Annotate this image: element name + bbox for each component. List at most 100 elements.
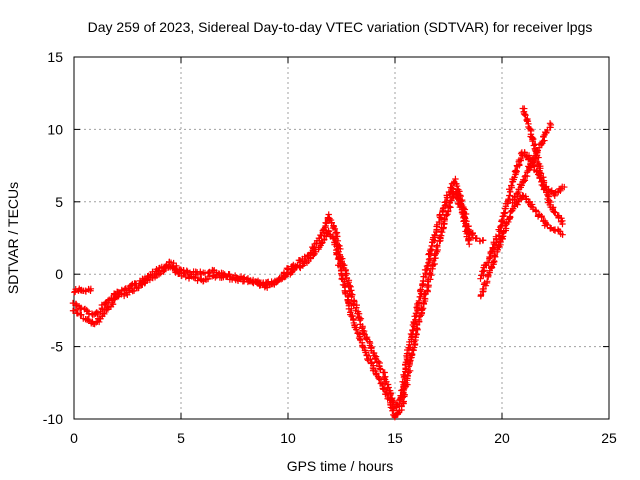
series-track-c xyxy=(477,149,568,282)
data-point xyxy=(499,233,507,240)
data-point xyxy=(473,235,480,242)
data-point xyxy=(541,137,548,144)
data-point xyxy=(413,304,420,311)
y-tick-label: -10 xyxy=(43,411,63,427)
data-point xyxy=(490,240,498,248)
data-point xyxy=(128,282,135,289)
data-point xyxy=(465,237,472,245)
y-axis-label: SDTVAR / TECUs xyxy=(5,182,21,294)
data-point xyxy=(426,269,434,277)
data-point xyxy=(87,285,95,293)
y-tick-label: 5 xyxy=(55,194,63,210)
data-point xyxy=(84,316,92,323)
data-point xyxy=(441,215,449,223)
data-point xyxy=(490,257,498,265)
data-point xyxy=(520,110,528,118)
data-point xyxy=(440,220,447,227)
data-point xyxy=(447,184,455,191)
data-point xyxy=(78,304,85,312)
x-tick-label: 10 xyxy=(280,430,296,446)
data-point xyxy=(477,275,484,282)
data-point xyxy=(183,267,190,274)
y-tick-label: 10 xyxy=(47,121,63,137)
data-point xyxy=(498,234,505,241)
data-point xyxy=(508,182,515,189)
data-point xyxy=(194,277,201,284)
data-point xyxy=(466,240,473,248)
data-point xyxy=(376,376,383,383)
data-point xyxy=(331,225,339,232)
data-point xyxy=(161,265,169,272)
data-point xyxy=(530,142,537,149)
data-point xyxy=(512,167,519,174)
data-point xyxy=(518,182,525,189)
y-tick-label: 15 xyxy=(47,49,63,65)
data-point xyxy=(405,344,412,351)
data-point xyxy=(466,228,473,235)
data-point xyxy=(419,305,427,312)
plot-frame xyxy=(73,56,610,420)
data-point xyxy=(484,271,492,278)
data-points xyxy=(69,105,568,421)
data-point xyxy=(452,175,459,183)
x-tick-label: 0 xyxy=(70,430,78,446)
y-tick-label: -5 xyxy=(51,339,64,355)
data-point xyxy=(542,220,550,228)
data-point xyxy=(69,299,77,307)
data-point xyxy=(282,273,289,280)
data-point xyxy=(463,222,470,230)
data-point xyxy=(480,237,487,244)
data-point xyxy=(412,330,420,337)
data-point xyxy=(406,367,414,375)
data-point xyxy=(71,289,78,296)
data-point xyxy=(320,236,328,244)
y-tick-label: 0 xyxy=(55,266,63,282)
data-point xyxy=(483,278,491,285)
data-point xyxy=(423,262,431,270)
data-point xyxy=(365,352,373,360)
x-tick-label: 15 xyxy=(387,430,403,446)
data-point xyxy=(492,233,500,240)
data-point xyxy=(165,263,173,270)
data-point xyxy=(360,329,367,337)
chart-title: Day 259 of 2023, Sidereal Day-to-day VTE… xyxy=(88,19,593,35)
data-point xyxy=(458,203,465,210)
data-point xyxy=(245,277,253,285)
data-point xyxy=(513,190,521,197)
data-point xyxy=(404,372,411,379)
data-point xyxy=(346,282,353,289)
data-point xyxy=(505,195,512,203)
data-point xyxy=(415,297,423,305)
data-point xyxy=(384,381,392,388)
series-track-h xyxy=(463,227,487,245)
data-point xyxy=(551,192,558,200)
data-point xyxy=(447,204,454,211)
data-point xyxy=(193,269,201,276)
data-point xyxy=(417,286,424,293)
data-point xyxy=(425,282,432,289)
data-point xyxy=(418,306,426,313)
data-point xyxy=(357,315,365,322)
x-tick-label: 5 xyxy=(177,430,185,446)
data-point xyxy=(415,316,423,324)
data-point xyxy=(427,245,434,253)
data-point xyxy=(431,260,438,268)
series-track-d xyxy=(477,192,566,300)
data-point xyxy=(425,276,432,283)
series-track-g xyxy=(71,285,95,296)
data-point xyxy=(399,399,407,407)
series-track-a xyxy=(69,175,474,411)
data-point xyxy=(431,232,439,239)
data-point xyxy=(559,231,566,238)
data-point xyxy=(561,183,568,191)
data-point xyxy=(536,169,543,176)
series-track-e xyxy=(519,105,566,228)
data-point xyxy=(498,216,506,224)
data-point xyxy=(78,311,85,318)
data-point xyxy=(348,305,355,312)
data-point xyxy=(205,269,212,276)
data-point xyxy=(546,120,554,127)
data-point xyxy=(375,358,382,365)
data-point xyxy=(177,266,184,273)
